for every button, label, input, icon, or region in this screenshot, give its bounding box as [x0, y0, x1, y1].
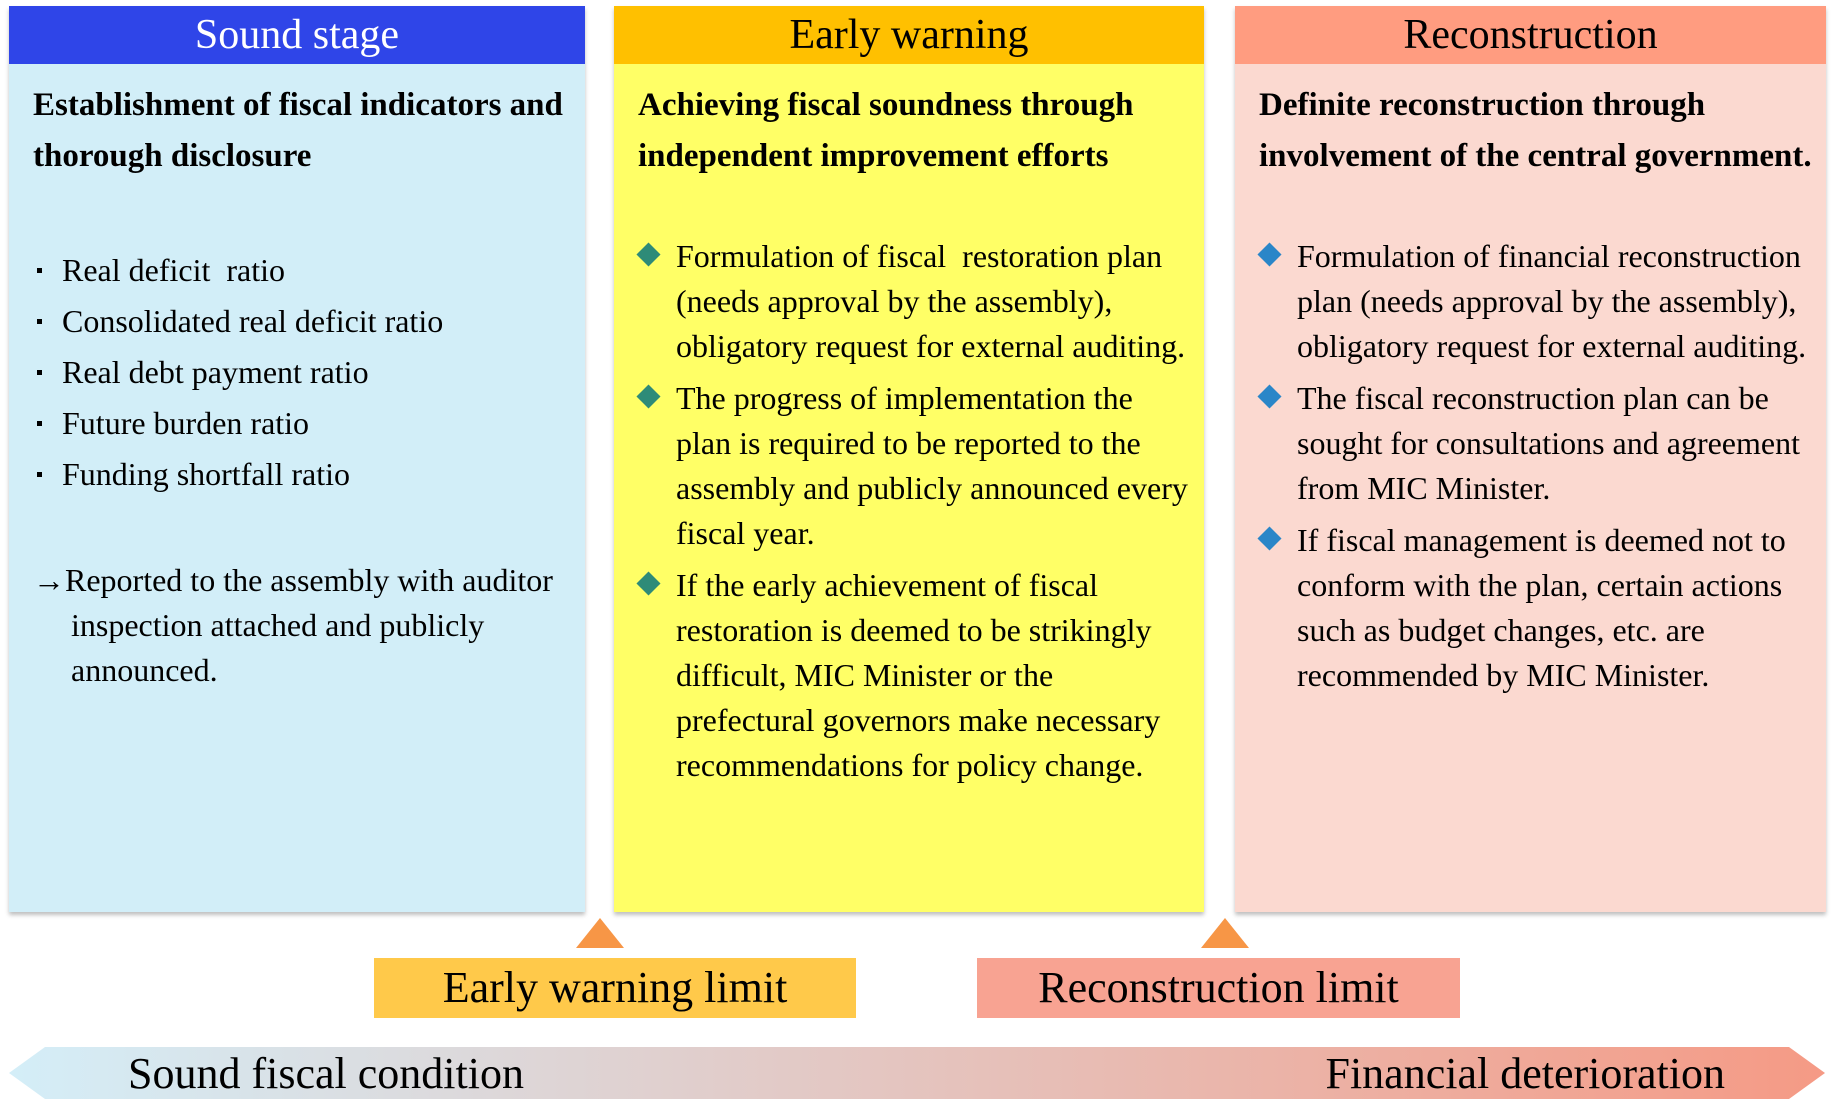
- list-item: If fiscal management is deemed not to co…: [1235, 518, 1816, 698]
- stage-heading: Achieving fiscal soundness through indep…: [638, 87, 1134, 174]
- sound-stage-column: Sound stage Establishment of fiscal indi…: [9, 6, 585, 912]
- list-item: The fiscal reconstruction plan can be so…: [1235, 376, 1816, 511]
- limit-marker: [1201, 918, 1249, 948]
- measure-list: Formulation of financial reconstruction …: [1235, 234, 1816, 705]
- stage-body: Achieving fiscal soundness through indep…: [614, 64, 1204, 912]
- stage-title: Sound stage: [9, 6, 585, 64]
- stage-body: Establishment of fiscal indicators and t…: [9, 64, 585, 912]
- list-item: Real debt payment ratio: [9, 350, 575, 395]
- list-item: The progress of implementation the plan …: [614, 376, 1194, 556]
- list-item: Formulation of financial reconstruction …: [1235, 234, 1816, 369]
- reconstruction-column: Reconstruction Definite reconstruction t…: [1235, 6, 1826, 912]
- measure-list: Formulation of fiscal restoration plan (…: [614, 234, 1194, 795]
- limit-marker: [576, 918, 624, 948]
- early-warning-column: Early warning Achieving fiscal soundness…: [614, 6, 1204, 912]
- stage-heading: Establishment of fiscal indicators and t…: [33, 87, 563, 174]
- stage-note: →Reported to the assembly with auditor i…: [33, 562, 553, 688]
- stage-title: Early warning: [614, 6, 1204, 64]
- list-item: Real deficit ratio: [9, 248, 575, 293]
- list-item: If the early achievement of fiscal resto…: [614, 563, 1194, 788]
- limit-label: Early warning limit: [374, 958, 856, 1018]
- stage-heading: Definite reconstruction through involvem…: [1259, 87, 1812, 174]
- scale-right-label: Financial deterioration: [1325, 1049, 1725, 1098]
- stage-title: Reconstruction: [1235, 6, 1826, 64]
- stage-body: Definite reconstruction through involvem…: [1235, 64, 1826, 912]
- indicator-list: Real deficit ratio Consolidated real defi…: [9, 248, 575, 503]
- limit-label: Reconstruction limit: [977, 958, 1460, 1018]
- list-item: Funding shortfall ratio: [9, 452, 575, 497]
- scale-left-label: Sound fiscal condition: [128, 1049, 524, 1098]
- condition-arrow: [9, 1047, 1825, 1099]
- list-item: Consolidated real deficit ratio: [9, 299, 575, 344]
- list-item: Future burden ratio: [9, 401, 575, 446]
- list-item: Formulation of fiscal restoration plan (…: [614, 234, 1194, 369]
